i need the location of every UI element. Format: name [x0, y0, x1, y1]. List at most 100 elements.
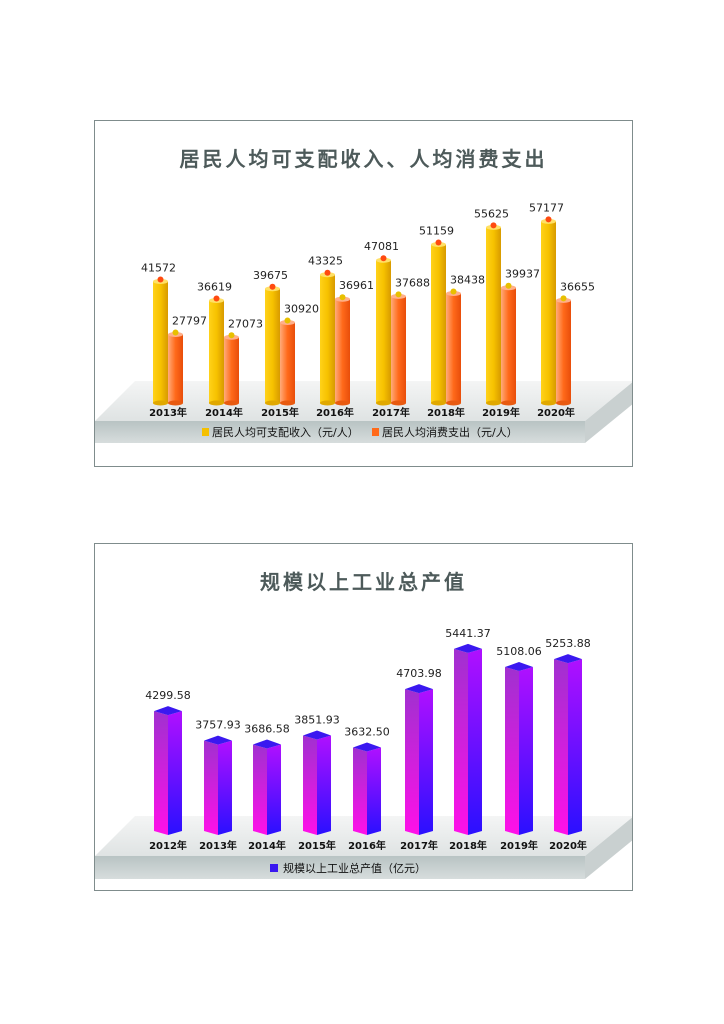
output-bar-top	[405, 684, 433, 694]
value-label: 38438	[450, 274, 485, 287]
value-label: 30920	[284, 302, 319, 315]
value-label: 3686.58	[244, 723, 290, 736]
bar-group-2019年: 5108.06 2019年	[496, 645, 542, 852]
output-bar-front	[454, 648, 468, 835]
output-bar-front	[253, 744, 267, 835]
output-bar-top	[303, 730, 331, 740]
legend-label-income: 居民人均可支配收入（元/人）	[212, 425, 359, 439]
x-tick-label: 2013年	[199, 839, 237, 852]
income-bar	[376, 260, 391, 403]
bar-group-2020年: 57177 36655 2020年	[529, 201, 595, 419]
x-tick-label: 2016年	[348, 839, 386, 852]
chart-title: 居民人均可支配收入、人均消费支出	[179, 147, 548, 171]
bar-group-2016年: 43325 36961 2016年	[308, 255, 374, 419]
legend: 居民人均可支配收入（元/人） 居民人均消费支出（元/人）	[202, 425, 518, 439]
spending-bar	[391, 296, 406, 403]
output-bar-side	[519, 667, 533, 835]
x-tick-label: 2012年	[149, 839, 187, 852]
industrial-output-chart-panel: 规模以上工业总产值 4299.58 2012年 3757.93 2013年 3686.5…	[94, 543, 633, 891]
x-tick-label: 2018年	[427, 406, 465, 419]
legend-strip	[95, 421, 585, 443]
value-label: 5253.88	[545, 637, 591, 650]
coin-icon	[395, 291, 402, 298]
output-bar-side	[367, 747, 381, 835]
flame-icon	[269, 283, 276, 290]
legend-swatch-spending	[372, 428, 379, 436]
x-tick-label: 2015年	[298, 839, 336, 852]
x-tick-label: 2014年	[248, 839, 286, 852]
coin-icon	[505, 282, 512, 289]
output-bar-side	[468, 648, 482, 835]
income-spending-bar-chart: 41572 27797 2013年 36619 27073 2014年 39675 30920…	[95, 201, 632, 443]
bar-group-2015年: 39675 30920 2015年	[253, 269, 319, 419]
output-bar-front	[303, 735, 317, 835]
x-tick-label: 2020年	[549, 839, 587, 852]
spending-bar	[168, 334, 183, 403]
bar-group-2018年: 5441.37 2018年	[445, 627, 491, 852]
value-label: 57177	[529, 201, 564, 214]
value-label: 5441.37	[445, 627, 491, 640]
value-label: 3757.93	[195, 719, 241, 732]
spending-bar	[335, 299, 350, 403]
x-tick-label: 2019年	[482, 406, 520, 419]
x-tick-label: 2017年	[372, 406, 410, 419]
output-bar-side	[218, 740, 232, 835]
x-tick-label: 2020年	[537, 406, 575, 419]
bar-group-2017年: 47081 37688 2017年	[364, 240, 430, 419]
value-label: 39937	[505, 268, 540, 281]
value-label: 47081	[364, 240, 399, 253]
income-bar	[541, 221, 556, 403]
output-bar-side	[419, 689, 433, 835]
platform-side	[585, 382, 632, 443]
bar-group-2014年: 3686.58 2014年	[244, 723, 290, 852]
income-bar	[265, 288, 280, 403]
value-label: 55625	[474, 207, 509, 220]
income-bar	[486, 227, 501, 403]
industrial-output-bar-chart: 4299.58 2012年 3757.93 2013年 3686.58 2014年 3851…	[95, 627, 632, 879]
bar-group-2013年: 41572 27797 2013年	[141, 261, 207, 419]
spending-bar	[224, 337, 239, 403]
flame-icon	[213, 295, 220, 302]
bar-group-2013年: 3757.93 2013年	[195, 719, 241, 852]
value-label: 4703.98	[396, 667, 442, 680]
x-tick-label: 2015年	[261, 406, 299, 419]
legend: 规模以上工业总产值（亿元）	[270, 861, 426, 875]
output-bar-side	[568, 659, 582, 835]
x-tick-label: 2018年	[449, 839, 487, 852]
legend-label-spending: 居民人均消费支出（元/人）	[382, 425, 518, 439]
bar-group-2014年: 36619 27073 2014年	[197, 281, 263, 419]
bar-group-2012年: 4299.58 2012年	[145, 689, 191, 852]
output-bar-front	[505, 667, 519, 835]
output-bar-top	[154, 706, 182, 716]
value-label: 5108.06	[496, 645, 542, 658]
value-label: 27797	[172, 314, 207, 327]
flame-icon	[324, 269, 331, 276]
output-bar-front	[204, 740, 218, 835]
bar-group-2016年: 3632.50 2016年	[344, 725, 390, 852]
income-bar	[320, 274, 335, 403]
flame-icon	[490, 222, 497, 229]
output-bar-top	[505, 662, 533, 672]
x-tick-label: 2016年	[316, 406, 354, 419]
value-label: 27073	[228, 317, 263, 330]
output-bar-front	[554, 659, 568, 835]
output-bar-top	[204, 735, 232, 745]
coin-icon	[284, 317, 291, 324]
spending-bar	[446, 293, 461, 403]
output-bar-top	[454, 643, 482, 653]
value-label: 3632.50	[344, 725, 390, 738]
legend-strip	[95, 856, 585, 879]
spending-bar	[501, 287, 516, 403]
value-label: 36619	[197, 281, 232, 294]
legend-swatch-output	[270, 864, 278, 872]
output-bar-side	[168, 711, 182, 835]
value-label: 43325	[308, 255, 343, 268]
flame-icon	[157, 276, 164, 283]
value-label: 37688	[395, 276, 430, 289]
spending-bar	[556, 300, 571, 403]
platform-side	[585, 817, 632, 879]
output-bar-top	[353, 742, 381, 752]
output-bar-front	[154, 711, 168, 835]
bar-group-2019年: 55625 39937 2019年	[474, 207, 540, 419]
spending-bar	[280, 322, 295, 403]
